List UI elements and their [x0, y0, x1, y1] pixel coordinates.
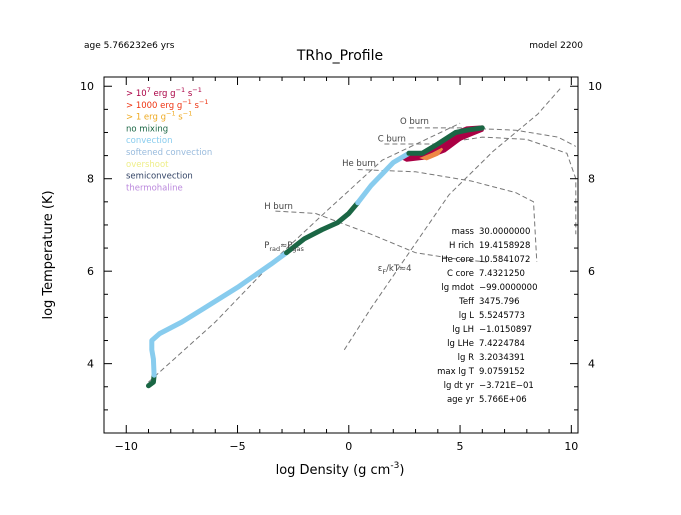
burn-line [275, 210, 487, 263]
info-value: 7.4321250 [479, 269, 525, 279]
info-panel: mass 30.0000000 H rich 19.4158928 He core 10.… [437, 227, 537, 405]
info-label: Teff [458, 297, 475, 307]
x-axis-label: log Density (g cm-3) [276, 461, 405, 478]
info-value: 9.0759152 [479, 367, 525, 377]
he-burn-label: He burn [342, 159, 376, 169]
x-tick-label: −10 [115, 440, 138, 453]
info-label: lg LH [452, 325, 474, 335]
info-label: max lg T [437, 367, 475, 377]
legend-item: semiconvection [126, 172, 193, 182]
legend-item: > 1 erg g−1 s−1 [126, 110, 192, 123]
info-label: H rich [449, 241, 474, 251]
legend-item: > 107 erg g−1 s−1 [126, 86, 202, 99]
y-tick-label: 4 [87, 358, 94, 371]
profile-segment-convection [149, 250, 289, 378]
degeneracy-label: εF/kT≈4 [378, 264, 412, 276]
y-tick-label-right: 4 [588, 358, 595, 371]
legend-item: overshoot [126, 160, 169, 170]
burn-lines [148, 88, 577, 383]
legend-item: convection [126, 136, 172, 146]
legend: > 107 erg g−1 s−1> 1000 erg g−1 s−1> 1 e… [126, 86, 212, 193]
x-tick-label: −5 [229, 440, 245, 453]
info-value: 3475.796 [479, 297, 520, 307]
info-value: 5.766E+06 [479, 395, 527, 405]
info-value: 30.0000000 [479, 227, 530, 237]
profile-segment-no-mixing [406, 125, 485, 156]
x-tick-label: 5 [457, 440, 464, 453]
info-label: age yr [447, 395, 475, 405]
legend-item: > 1000 erg g−1 s−1 [126, 98, 209, 111]
legend-item: thermohaline [126, 183, 183, 193]
legend-item: softened convection [126, 148, 212, 158]
info-label: lg R [458, 353, 474, 363]
c-burn-label: C burn [378, 135, 406, 145]
y-tick-label-right: 6 [588, 265, 595, 278]
info-value: 5.5245773 [479, 311, 525, 321]
chart-title: TRho_Profile [296, 48, 383, 64]
annotations: O burn C burn He burn H burn Prad≈Pgas ε… [264, 117, 429, 276]
info-value: 19.4158928 [479, 241, 530, 251]
info-label: He core [441, 255, 474, 265]
series-layer [146, 125, 485, 389]
axis-ticks: −10 −5 0 5 10 4 4 6 6 8 8 10 10 [80, 77, 602, 453]
legend-item: no mixing [126, 124, 168, 134]
x-tick-label: 10 [564, 440, 578, 453]
burn-line [408, 127, 577, 147]
profile-segment-no-mixing [284, 200, 361, 256]
info-value: 7.4224784 [479, 339, 525, 349]
y-tick-label: 8 [87, 173, 94, 186]
y-tick-label-right: 10 [588, 80, 602, 93]
x-tick-label: 0 [345, 440, 352, 453]
info-label: lg L [459, 311, 474, 321]
burn-line [357, 169, 538, 262]
info-value: −99.0000000 [479, 283, 538, 293]
prad-pgas-label: Prad≈Pgas [264, 241, 304, 253]
info-label: lg dt yr [444, 381, 475, 391]
model-label: model 2200 [529, 41, 583, 51]
info-value: 3.2034391 [479, 353, 525, 363]
prad-pgas-line [148, 122, 461, 383]
warm-burning-region [419, 147, 444, 161]
info-value: −3.721E−01 [479, 381, 534, 391]
age-label: age 5.766232e6 yrs [84, 41, 175, 51]
info-label: C core [447, 269, 474, 279]
y-axis-label: log Temperature (K) [41, 190, 56, 319]
info-value: −1.0150897 [479, 325, 532, 335]
info-label: mass [452, 227, 475, 237]
plot-frame [103, 76, 579, 434]
degeneracy-line [343, 88, 561, 351]
info-value: 10.5841072 [479, 255, 530, 265]
y-tick-label-right: 8 [588, 173, 595, 186]
h-burn-label: H burn [264, 202, 293, 212]
y-tick-label: 6 [87, 265, 94, 278]
info-label: lg LHe [447, 339, 474, 349]
profile-segment-convection [355, 150, 412, 206]
y-tick-label: 10 [80, 80, 94, 93]
o-burn-label: O burn [400, 117, 429, 127]
info-label: lg mdot [441, 283, 474, 293]
